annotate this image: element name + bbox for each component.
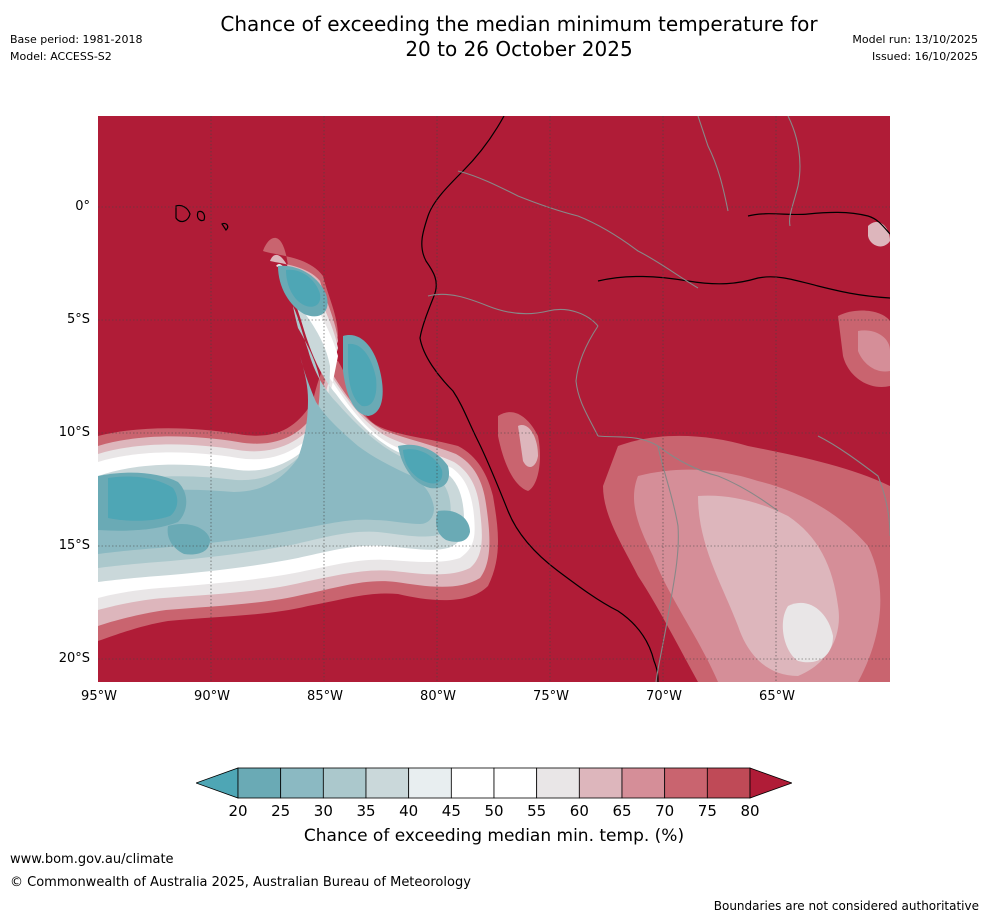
- colorbar-extend-high: [749, 767, 794, 799]
- graticule: [98, 116, 890, 682]
- base-period-text: Base period: 1981-2018: [10, 33, 143, 46]
- colorbar-tick-label: 35: [356, 802, 376, 820]
- colorbar-segment: [322, 767, 367, 799]
- colorbar-tick-label: 55: [527, 802, 547, 820]
- meta-right: Model run: 13/10/2025 Issued: 16/10/2025: [852, 31, 978, 65]
- colorbar-segment: [578, 767, 623, 799]
- lat-label-10s: 10°S: [58, 425, 90, 440]
- colorbar-segment: [536, 767, 580, 799]
- probability-map: [98, 116, 890, 682]
- model-text: Model: ACCESS-S2: [10, 50, 112, 63]
- meta-left: Base period: 1981-2018 Model: ACCESS-S2: [10, 31, 142, 65]
- model-run-text: Model run: 13/10/2025: [852, 33, 978, 46]
- lat-label-20s: 20°S: [58, 651, 90, 666]
- colorbar-title: Chance of exceeding median min. temp. (%…: [303, 826, 685, 846]
- colorbar-segment: [493, 767, 538, 799]
- issued-text: Issued: 16/10/2025: [871, 50, 978, 63]
- colorbar-tick-label: 60: [569, 802, 589, 820]
- colorbar-tick-label: 25: [271, 802, 291, 820]
- colorbar: [194, 766, 794, 800]
- colorbar-segment: [706, 767, 751, 799]
- colorbar-tick-label: 80: [740, 802, 760, 820]
- lon-label-90w: 90°W: [194, 689, 230, 704]
- colorbar-tick-label: 70: [655, 802, 675, 820]
- lon-label-85w: 85°W: [307, 689, 343, 704]
- country-borders: [427, 116, 890, 682]
- colorbar-extend-low: [194, 767, 239, 799]
- lat-label-5s: 5°S: [66, 312, 90, 327]
- map-title-line2: 20 to 26 October 2025: [405, 37, 633, 61]
- colorbar-segment: [280, 767, 324, 799]
- colorbar-segment: [450, 767, 495, 799]
- colorbar-tick-label: 65: [612, 802, 632, 820]
- lon-label-70w: 70°W: [646, 689, 682, 704]
- colorbar-segment: [664, 767, 708, 799]
- map-title: Chance of exceeding the median minimum t…: [130, 12, 908, 62]
- colorbar-tick-label: 20: [228, 802, 248, 820]
- lon-label-95w: 95°W: [81, 689, 117, 704]
- colorbar-tick-label: 75: [697, 802, 717, 820]
- colorbar-tick-label: 30: [313, 802, 333, 820]
- pink-land-region: [498, 221, 890, 682]
- footer-copyright: © Commonwealth of Australia 2025, Austra…: [10, 875, 471, 890]
- footer-disclaimer: Boundaries are not considered authoritat…: [713, 899, 979, 913]
- colorbar-segment: [621, 767, 666, 799]
- colorbar-segment: [365, 767, 410, 799]
- lon-label-65w: 65°W: [759, 689, 795, 704]
- footer-url[interactable]: www.bom.gov.au/climate: [10, 852, 174, 867]
- colorbar-tick-label: 40: [399, 802, 419, 820]
- map-title-line1: Chance of exceeding the median minimum t…: [220, 12, 818, 36]
- map-canvas: [98, 116, 890, 682]
- colorbar-tick-label: 45: [441, 802, 461, 820]
- coastline: [175, 116, 890, 682]
- lon-label-80w: 80°W: [420, 689, 456, 704]
- lat-label-0: 0°: [75, 199, 90, 214]
- cool-anomaly-plume: [98, 237, 498, 641]
- lon-label-75w: 75°W: [533, 689, 569, 704]
- lat-label-15s: 15°S: [58, 538, 90, 553]
- colorbar-segment: [408, 767, 452, 799]
- colorbar-tick-label: 50: [484, 802, 504, 820]
- colorbar-segment: [237, 767, 282, 799]
- colorbar-graphic: [194, 767, 794, 799]
